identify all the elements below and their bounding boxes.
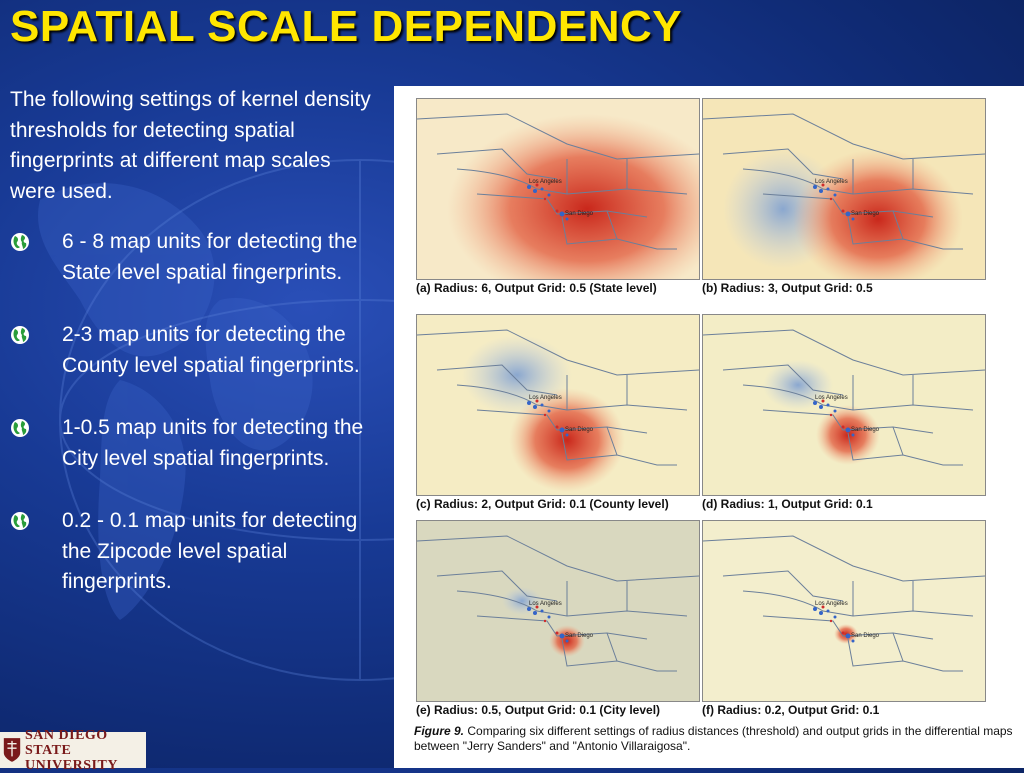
bullet-item: 0.2 - 0.1 map units for detecting the Zi…	[10, 506, 380, 598]
slide-title: SPATIAL SCALE DEPENDENCY	[10, 2, 683, 51]
map-label-los-angeles: Los Angeles	[815, 601, 848, 607]
map-caption: (b) Radius: 3, Output Grid: 0.5	[702, 281, 873, 295]
bullet-text: 2-3 map units for detecting the County l…	[62, 323, 360, 377]
map-panel: Los Angeles San Diego	[416, 314, 700, 496]
map-panel: Los Angeles San Diego	[416, 98, 700, 280]
map-label-san-diego: San Diego	[851, 211, 880, 217]
map-label-san-diego: San Diego	[851, 427, 880, 433]
bullet-text: 6 - 8 map units for detecting the State …	[62, 230, 358, 284]
map-caption: (c) Radius: 2, Output Grid: 0.1 (County …	[416, 497, 669, 511]
map-label-los-angeles: Los Angeles	[529, 395, 562, 401]
map-caption: (e) Radius: 0.5, Output Grid: 0.1 (City …	[416, 703, 661, 717]
map-caption: (f) Radius: 0.2, Output Grid: 0.1	[702, 703, 880, 717]
map-label-los-angeles: Los Angeles	[529, 601, 562, 607]
hotspot	[793, 149, 963, 279]
bullet-item: 2-3 map units for detecting the County l…	[10, 320, 380, 381]
figure-caption: Figure 9. Comparing six different settin…	[414, 724, 1014, 754]
text-column: The following settings of kernel density…	[10, 85, 380, 630]
globe-icon	[11, 233, 29, 251]
coldspot	[763, 360, 833, 410]
map-panel: Los Angeles San Diego	[416, 520, 700, 702]
logo-line1: SAN DIEGO STATE	[25, 727, 108, 758]
map-label-los-angeles: Los Angeles	[529, 179, 562, 185]
bullet-item: 6 - 8 map units for detecting the State …	[10, 227, 380, 288]
map-panel: Los Angeles San Diego	[702, 314, 986, 496]
map-caption: (d) Radius: 1, Output Grid: 0.1	[702, 497, 873, 511]
map-caption: (a) Radius: 6, Output Grid: 0.5 (State l…	[416, 281, 657, 295]
logo-text: SAN DIEGO STATE UNIVERSITY	[25, 728, 146, 773]
figure-label: Figure 9.	[414, 724, 465, 738]
bullet-text: 1-0.5 map units for detecting the City l…	[62, 416, 364, 470]
bullet-list: 6 - 8 map units for detecting the State …	[10, 227, 380, 598]
logo-line2: UNIVERSITY	[25, 757, 118, 773]
figure-panel: Los Angeles San Diego (a) Radius: 6, Out…	[394, 86, 1024, 768]
seal-icon	[3, 738, 21, 762]
globe-icon	[11, 512, 29, 530]
intro-text: The following settings of kernel density…	[10, 88, 371, 203]
map-panel: Los Angeles San Diego	[702, 520, 986, 702]
hotspot	[834, 624, 858, 644]
globe-icon	[11, 326, 29, 344]
map-label-san-diego: San Diego	[851, 633, 880, 639]
university-logo: SAN DIEGO STATE UNIVERSITY	[0, 728, 146, 773]
map-label-san-diego: San Diego	[565, 211, 594, 217]
figure-caption-text: Comparing six different settings of radi…	[414, 724, 1013, 753]
map-label-san-diego: San Diego	[565, 427, 594, 433]
globe-icon	[11, 419, 29, 437]
map-panel: Los Angeles San Diego	[702, 98, 986, 280]
bullet-text: 0.2 - 0.1 map units for detecting the Zi…	[62, 509, 358, 593]
hotspot	[447, 114, 699, 279]
map-label-san-diego: San Diego	[565, 633, 594, 639]
map-label-los-angeles: Los Angeles	[815, 179, 848, 185]
map-label-los-angeles: Los Angeles	[815, 395, 848, 401]
bullet-item: 1-0.5 map units for detecting the City l…	[10, 413, 380, 474]
